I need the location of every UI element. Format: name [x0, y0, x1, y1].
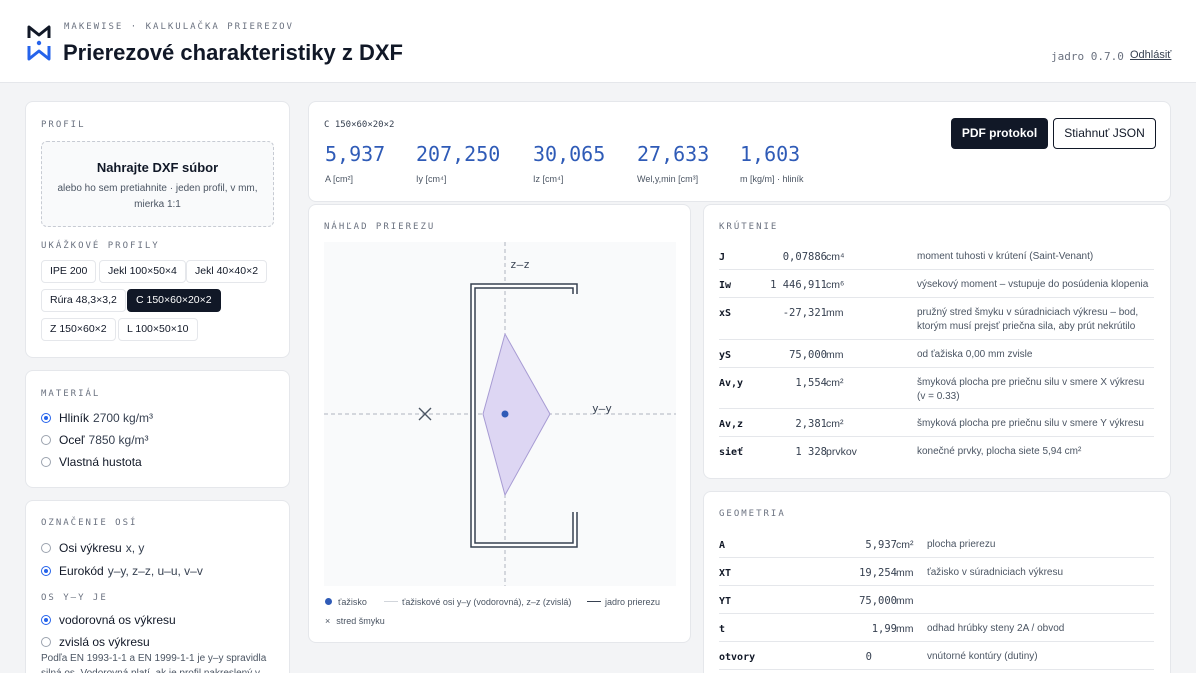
radio-selected-icon: [41, 566, 51, 576]
table-row: otvory 0 vnútorné kontúry (dutiny): [719, 642, 1154, 670]
sample-chip-z-150[interactable]: Z 150×60×2: [41, 318, 116, 341]
material-option-custom[interactable]: Vlastná hustota: [41, 455, 142, 469]
material-section-label: MATERIÁL: [41, 389, 101, 399]
material-option-hlinik[interactable]: Hliník 2700 kg/m³: [41, 411, 153, 425]
table-row: A 5,937 cm² plocha prierezu: [719, 530, 1154, 558]
geometry-card: GEOMETRIA A 5,937 cm² plocha prierezu XT…: [703, 491, 1171, 673]
sample-chip-jekl-40[interactable]: Jekl 40×40×2: [186, 260, 268, 283]
radio-icon: [41, 457, 51, 467]
legend-centroid: ťažisko: [325, 597, 367, 607]
geometry-section-label: GEOMETRIA: [719, 509, 786, 519]
profile-card: PROFIL Nahrajte DXF súbor alebo ho sem p…: [25, 101, 290, 358]
metric-iy-value: 207,250: [416, 142, 501, 166]
legend-axes: ťažiskové osi y–y (vodorovná), z–z (zvis…: [384, 597, 571, 607]
solid-line-icon: [587, 601, 601, 602]
samples-section-label: UKÁŽKOVÉ PROFILY: [41, 241, 160, 251]
legend-shear: × stred šmyku: [325, 616, 385, 626]
metric-iz-label: Iz [cm⁴]: [533, 174, 564, 184]
material-option-ocel[interactable]: Oceľ 7850 kg/m³: [41, 433, 149, 447]
material-card: MATERIÁL Hliník 2700 kg/m³ Oceľ 7850 kg/m³…: [25, 370, 290, 488]
torsion-section-label: KRÚTENIE: [719, 222, 779, 232]
axes-option-drawing[interactable]: Osi výkresu x, y: [41, 541, 144, 555]
metric-iy-label: Iy [cm⁴]: [416, 174, 447, 184]
radio-icon: [41, 543, 51, 553]
table-row: Av,z 2,381 cm² šmyková plocha pre priečn…: [719, 409, 1154, 437]
centroid-marker: [501, 410, 509, 418]
axes-option-eurocode[interactable]: Eurokód y–y, z–z, u–u, v–v: [41, 564, 203, 578]
table-row: XT 19,254 mm ťažisko v súradniciach výkr…: [719, 558, 1154, 586]
profile-section-label: PROFIL: [41, 120, 86, 130]
radio-icon: [41, 637, 51, 647]
makewise-logo-icon: [27, 25, 51, 61]
axis-y-label: y–y: [592, 402, 612, 415]
table-row: xS -27,321 mm pružný stred šmyku v súrad…: [719, 298, 1154, 340]
app-eyebrow: MAKEWISE · KALKULAČKA PRIEREZOV: [64, 22, 294, 32]
pdf-protocol-button[interactable]: PDF protokol: [951, 118, 1048, 149]
radio-selected-icon: [41, 615, 51, 625]
sample-chip-l-100[interactable]: L 100×50×10: [118, 318, 198, 341]
radio-icon: [41, 435, 51, 445]
legend-core: jadro prierezu: [587, 597, 660, 607]
table-row: sieť 1 328 prvkov konečné prvky, plocha …: [719, 446, 1082, 458]
axes-section-label: OZNAČENIE OSÍ: [41, 518, 138, 528]
preview-section-label: NÁHĽAD PRIEREZU: [324, 222, 436, 232]
table-row: YT 75,000 mm: [719, 586, 1154, 614]
dxf-upload-dropzone[interactable]: Nahrajte DXF súbor alebo ho sem pretiahn…: [41, 141, 274, 227]
metric-wel-value: 27,633: [637, 142, 710, 166]
axis-z-label: z–z: [510, 258, 530, 271]
channel-profile-inner: [471, 284, 577, 547]
metric-area-label: A [cm²]: [325, 174, 354, 184]
metric-mass-value: 1,603: [740, 142, 801, 166]
table-row: Av,y 1,554 cm² šmyková plocha pre priečn…: [719, 368, 1154, 409]
section-drawing: z–z y–y: [324, 242, 676, 586]
table-row: J 0,07886 cm⁴ moment tuhosti v krútení (…: [719, 242, 1154, 270]
sample-chip-rura[interactable]: Rúra 48,3×3,2: [41, 289, 126, 312]
table-row: t 1,99 mm odhad hrúbky steny 2A / obvod: [719, 614, 1154, 642]
logout-link[interactable]: Odhlásiť: [1130, 49, 1172, 61]
axes-note: Podľa EN 1993-1-1 a EN 1999-1-1 je y–y s…: [41, 653, 267, 673]
upload-subtitle: alebo ho sem pretiahnite · jeden profil,…: [57, 183, 258, 210]
metric-area-value: 5,937: [325, 142, 386, 166]
centroid-dot-icon: [325, 598, 332, 605]
yy-option-vertical[interactable]: zvislá os výkresu: [41, 635, 150, 649]
dashed-line-icon: [384, 601, 398, 602]
sample-chip-ipe-200[interactable]: IPE 200: [41, 260, 97, 283]
preview-card: NÁHĽAD PRIEREZU z–z y–y ťažisko ťažiskov…: [308, 204, 691, 643]
summary-card: C 150×60×20×2 5,937 A [cm²] 207,250 Iy […: [308, 101, 1171, 202]
section-preview-canvas: z–z y–y: [324, 242, 676, 586]
table-row: yS 75,000 mm od ťažiska 0,00 mm zvisle: [719, 340, 1154, 368]
version-label: jadro 0.7.0: [1051, 50, 1124, 63]
cross-icon: ×: [325, 616, 331, 626]
table-row: Iw 1 446,911 cm⁶ výsekový moment – vstup…: [719, 270, 1154, 298]
upload-title: Nahrajte DXF súbor: [96, 160, 219, 175]
axes-card: OZNAČENIE OSÍ Osi výkresu x, y Eurokód y–y…: [25, 500, 290, 673]
yy-section-label: OS Y–Y JE: [41, 593, 108, 603]
metric-mass-label: m [kg/m] · hliník: [740, 174, 804, 184]
download-json-button[interactable]: Stiahnuť JSON: [1053, 118, 1156, 149]
sample-chip-c-150[interactable]: C 150×60×20×2: [127, 289, 221, 312]
page-title: Prierezové charakteristiky z DXF: [63, 40, 403, 65]
metric-wel-label: Wel,y,min [cm³]: [637, 174, 699, 184]
sample-chip-jekl-100[interactable]: Jekl 100×50×4: [99, 260, 186, 283]
metric-iz-value: 30,065: [533, 142, 606, 166]
app-header: MAKEWISE · KALKULAČKA PRIEREZOV Prierezo…: [0, 0, 1196, 83]
section-core-shape: [482, 332, 551, 497]
yy-option-horizontal[interactable]: vodorovná os výkresu: [41, 613, 176, 627]
torsion-card: KRÚTENIE J 0,07886 cm⁴ moment tuhosti v …: [703, 204, 1171, 479]
radio-selected-icon: [41, 413, 51, 423]
shear-center-marker: [418, 407, 432, 421]
profile-name: C 150×60×20×2: [324, 120, 395, 130]
